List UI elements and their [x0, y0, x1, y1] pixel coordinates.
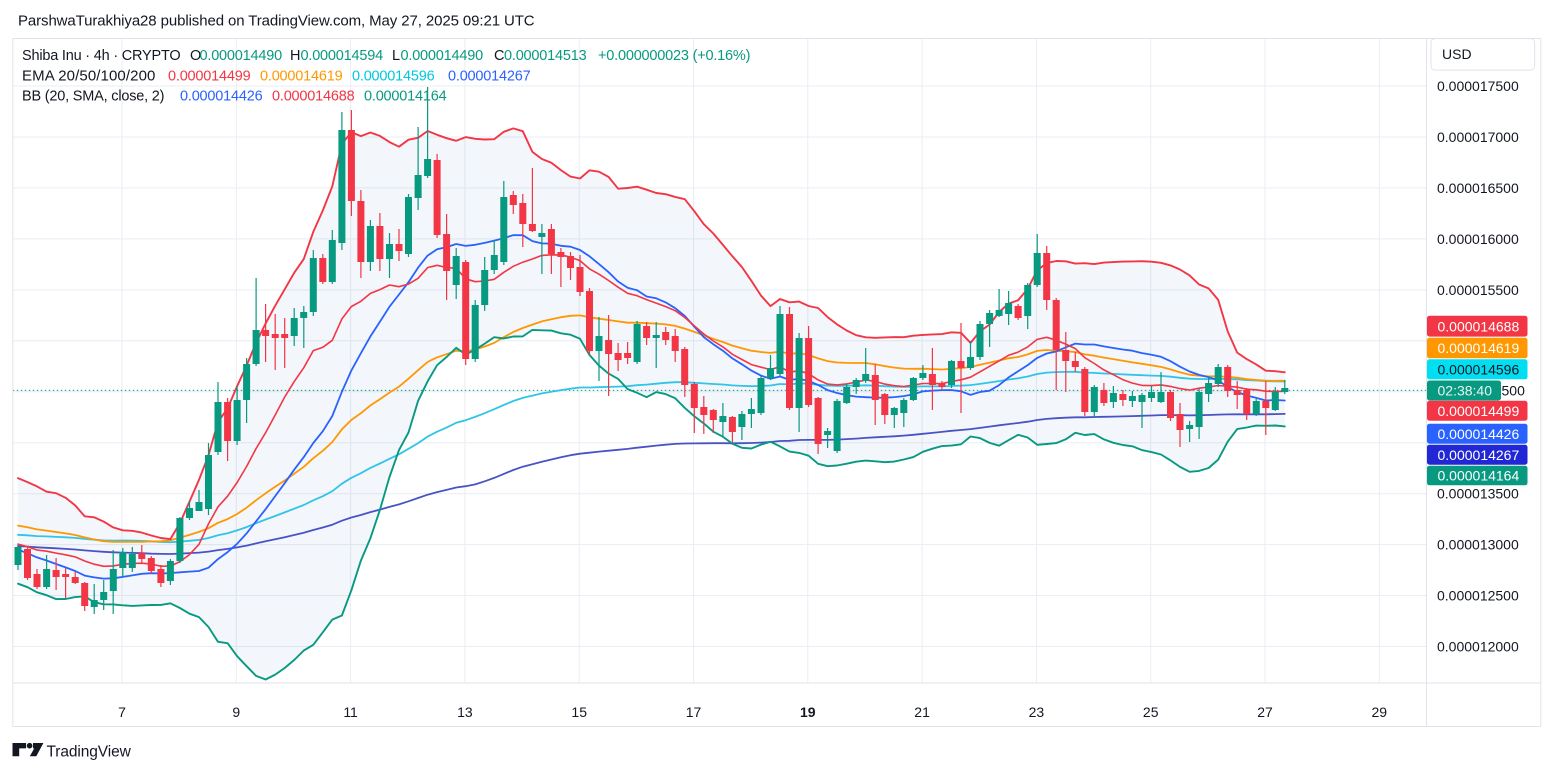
svg-text:USD: USD — [1442, 46, 1472, 62]
svg-text:0.000014619: 0.000014619 — [260, 68, 343, 84]
svg-text:0.000013500: 0.000013500 — [1437, 486, 1519, 502]
svg-text:500: 500 — [1502, 382, 1526, 398]
svg-text:L: L — [392, 48, 400, 64]
svg-text:0.000016500: 0.000016500 — [1437, 180, 1519, 196]
svg-text:0.000017000: 0.000017000 — [1437, 129, 1519, 145]
svg-text:0.000014619: 0.000014619 — [1438, 340, 1520, 356]
svg-text:29: 29 — [1372, 704, 1388, 720]
svg-text:0.000017500: 0.000017500 — [1437, 78, 1519, 94]
svg-text:0.000014499: 0.000014499 — [1438, 403, 1520, 419]
svg-text:EMA 20/50/100/200: EMA 20/50/100/200 — [22, 67, 155, 84]
svg-text:19: 19 — [800, 704, 816, 720]
svg-text:7: 7 — [118, 704, 126, 720]
svg-text:25: 25 — [1143, 704, 1159, 720]
svg-text:ParshwaTurakhiya28 published o: ParshwaTurakhiya28 published on TradingV… — [18, 13, 535, 30]
svg-text:17: 17 — [686, 704, 702, 720]
svg-text:0.000014499: 0.000014499 — [168, 68, 251, 84]
svg-text:0.000014267: 0.000014267 — [448, 68, 531, 84]
svg-text:0.000014490: 0.000014490 — [401, 48, 484, 64]
svg-text:Shiba Inu · 4h · CRYPTO: Shiba Inu · 4h · CRYPTO — [22, 48, 180, 64]
svg-text:BB (20, SMA, close, 2): BB (20, SMA, close, 2) — [22, 89, 164, 105]
svg-text:9: 9 — [232, 704, 240, 720]
svg-text:21: 21 — [914, 704, 930, 720]
svg-text:0.000014164: 0.000014164 — [1438, 468, 1520, 484]
svg-text:0.000014164: 0.000014164 — [364, 89, 447, 105]
svg-text:0.000016000: 0.000016000 — [1437, 231, 1519, 247]
svg-text:0.000014513: 0.000014513 — [504, 48, 587, 64]
svg-text:0.000012000: 0.000012000 — [1437, 639, 1519, 655]
svg-text:23: 23 — [1029, 704, 1045, 720]
svg-text:15: 15 — [571, 704, 587, 720]
svg-text:0.000014426: 0.000014426 — [1438, 426, 1520, 442]
svg-text:0.000014688: 0.000014688 — [1438, 318, 1520, 334]
svg-text:0.000014490: 0.000014490 — [200, 48, 283, 64]
svg-text:02:38:40: 02:38:40 — [1438, 383, 1493, 399]
svg-text:0.000014596: 0.000014596 — [352, 68, 435, 84]
svg-text:0.000013000: 0.000013000 — [1437, 537, 1519, 553]
svg-text:0.000012500: 0.000012500 — [1437, 588, 1519, 604]
svg-text:TradingView: TradingView — [47, 744, 132, 761]
svg-text:+0.000000023 (+0.16%): +0.000000023 (+0.16%) — [598, 48, 750, 64]
svg-text:0.000014426: 0.000014426 — [180, 89, 263, 105]
svg-text:O: O — [190, 48, 201, 64]
svg-text:0.000014688: 0.000014688 — [272, 89, 355, 105]
svg-text:11: 11 — [343, 704, 358, 720]
svg-text:0.000014596: 0.000014596 — [1438, 361, 1520, 377]
svg-text:0.000014267: 0.000014267 — [1438, 447, 1520, 463]
svg-text:0.000015500: 0.000015500 — [1437, 282, 1519, 298]
svg-text:27: 27 — [1257, 704, 1273, 720]
svg-text:13: 13 — [457, 704, 473, 720]
svg-text:0.000014594: 0.000014594 — [301, 48, 384, 64]
svg-text:H: H — [290, 48, 300, 64]
svg-text:C: C — [494, 48, 504, 64]
